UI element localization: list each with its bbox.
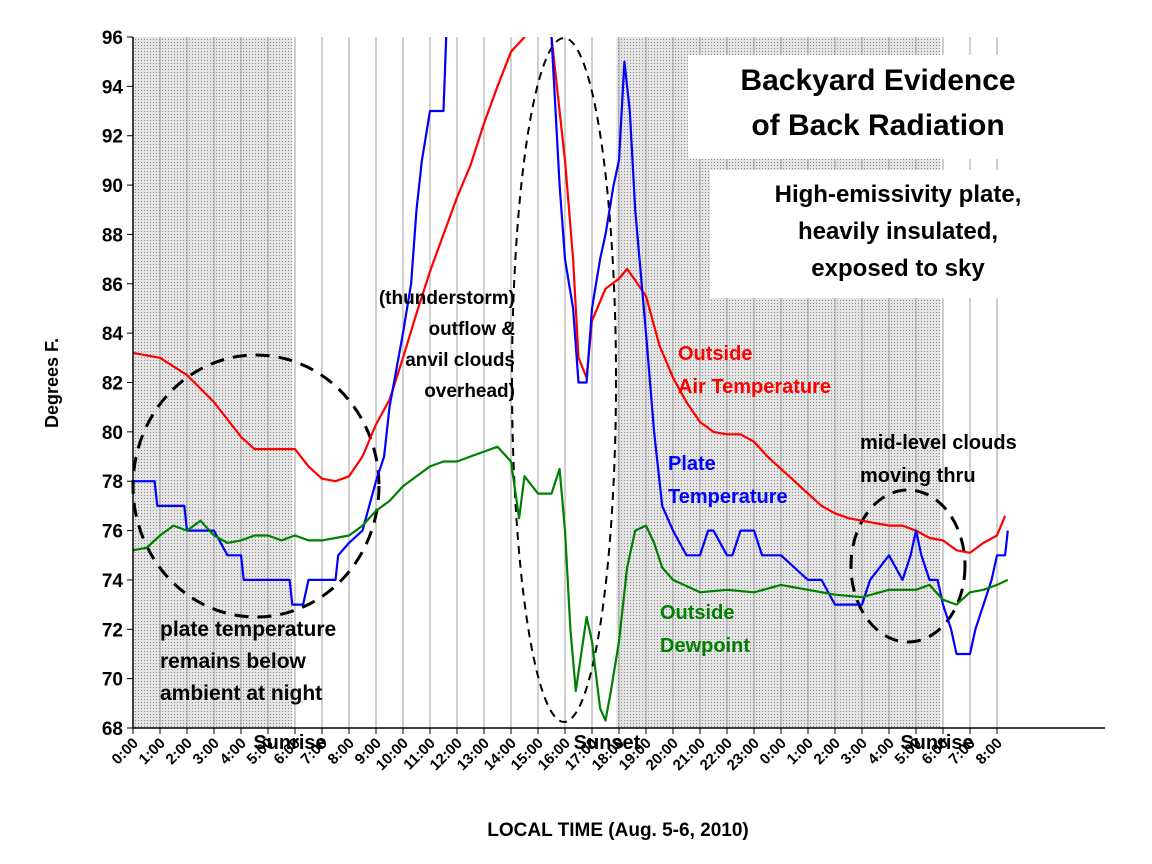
x-tick-label: 1:00 — [136, 735, 169, 768]
series-line — [133, 445, 1009, 722]
title-box — [688, 55, 1068, 159]
y-tick-label: 82 — [102, 374, 123, 395]
y-tick-label: 96 — [102, 28, 123, 49]
subtitle-box — [710, 170, 1086, 298]
x-axis-label: LOCAL TIME (Aug. 5-6, 2010) — [487, 820, 748, 841]
lines-layer — [133, 37, 1009, 722]
y-tick-label: 88 — [102, 225, 123, 246]
annotation: Sunrise — [900, 732, 974, 754]
y-tick-label: 94 — [102, 77, 124, 98]
y-tick-label: 70 — [102, 670, 123, 691]
y-tick-label: 84 — [102, 324, 124, 345]
annotation: Sunset — [573, 732, 641, 754]
y-tick-label: 72 — [102, 620, 123, 641]
annotation: Sunrise — [253, 732, 327, 754]
y-tick-label: 90 — [102, 176, 123, 197]
series-line — [133, 37, 1009, 656]
dashed-circle — [849, 488, 967, 644]
legend-label: Outside Dewpoint — [660, 602, 750, 657]
chart-title: Backyard Evidence of Back Radiation — [740, 64, 1016, 142]
legend-label: Plate Temperature — [668, 453, 788, 508]
annotation: plate temperature remains below ambient … — [160, 618, 337, 705]
grid-layer — [159, 37, 998, 728]
y-tick-label: 80 — [102, 423, 123, 444]
y-tick-label: 78 — [102, 472, 123, 493]
y-axis-label: Degrees F. — [42, 338, 62, 428]
legend-label: Outside Air Temperature — [678, 343, 832, 398]
y-tick-label: 74 — [102, 571, 124, 592]
x-tick-label: 2:00 — [811, 735, 844, 768]
dashed-ellipse — [511, 37, 617, 723]
x-tick-label: 1:00 — [784, 735, 817, 768]
annotation: mid-level clouds moving thru — [860, 432, 1017, 487]
x-tick-label: 0:00 — [757, 735, 790, 768]
chart-subtitle: High-emissivity plate, heavily insulated… — [774, 181, 1022, 282]
annotation: (thunderstorm) outflow & anvil clouds ov… — [378, 288, 515, 402]
y-tick-label: 76 — [102, 522, 123, 543]
y-tick-label: 86 — [102, 275, 123, 296]
x-tick-label: 2:00 — [163, 735, 196, 768]
y-tick-label: 92 — [102, 127, 123, 148]
y-tick-label: 68 — [102, 719, 123, 740]
